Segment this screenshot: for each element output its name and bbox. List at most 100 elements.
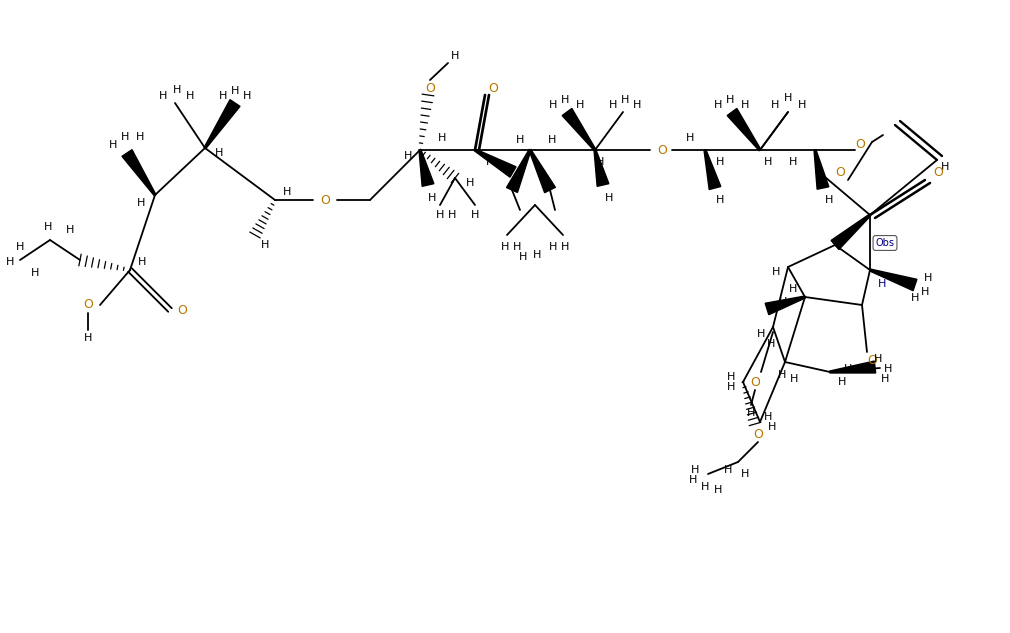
Text: H: H [519,252,527,262]
Text: H: H [771,100,779,110]
Polygon shape [507,149,531,192]
Text: H: H [874,354,882,364]
Text: H: H [798,100,806,110]
Text: H: H [109,140,117,150]
Text: H: H [727,372,735,382]
Text: H: H [740,100,749,110]
Text: H: H [884,364,892,374]
Text: H: H [561,95,570,105]
Polygon shape [475,149,516,177]
Text: O: O [83,299,93,311]
Text: O: O [835,166,845,180]
Text: Obs: Obs [876,238,895,248]
Text: H: H [878,279,886,289]
Text: H: H [159,91,168,101]
Text: H: H [881,374,889,384]
Text: H: H [219,91,227,101]
Text: H: H [714,485,722,495]
Text: H: H [789,284,797,294]
Text: O: O [867,353,877,367]
Text: O: O [658,144,667,156]
Text: H: H [31,268,39,278]
Text: H: H [43,222,53,232]
Polygon shape [704,150,721,189]
Text: H: H [548,242,558,252]
Text: H: H [596,157,604,167]
Text: H: H [501,242,509,252]
Text: H: H [66,225,74,235]
Text: H: H [768,422,777,432]
Text: H: H [173,85,181,95]
Text: H: H [547,135,557,145]
Polygon shape [831,214,871,249]
Text: H: H [716,157,724,167]
Text: H: H [215,148,223,158]
Text: H: H [843,364,852,374]
Text: H: H [825,195,833,205]
Text: H: H [686,133,694,143]
Text: O: O [933,166,943,180]
Text: H: H [261,240,270,250]
Text: H: H [724,465,732,475]
Text: H: H [136,198,145,208]
Text: H: H [621,95,629,105]
Text: H: H [548,100,558,110]
Text: H: H [726,95,734,105]
Polygon shape [766,296,805,315]
Text: H: H [471,210,479,220]
Text: H: H [137,257,146,267]
Polygon shape [727,108,761,151]
Text: H: H [533,250,541,260]
Text: H: H [450,51,460,61]
Text: O: O [177,303,187,316]
Text: H: H [561,242,570,252]
Text: H: H [16,242,24,252]
Text: H: H [689,475,697,485]
Text: H: H [186,91,194,101]
Text: H: H [633,100,641,110]
Text: H: H [778,370,786,380]
Text: H: H [513,242,521,252]
Text: H: H [767,339,776,349]
Text: H: H [772,267,780,277]
Text: H: H [231,86,239,96]
Text: H: H [784,93,792,103]
Text: O: O [320,194,330,206]
Text: H: H [435,210,444,220]
Text: O: O [425,82,435,94]
Text: H: H [727,382,735,392]
Text: H: H [486,157,494,167]
Text: H: H [779,297,787,307]
Text: O: O [750,375,760,389]
Text: H: H [84,333,92,343]
Text: H: H [135,132,144,142]
Text: H: H [466,178,474,188]
Text: O: O [488,82,498,94]
Text: H: H [609,100,617,110]
Text: H: H [790,374,798,384]
Text: H: H [6,257,14,267]
Polygon shape [594,150,609,186]
Text: O: O [855,139,865,151]
Text: H: H [764,157,773,167]
Text: H: H [605,193,613,203]
Text: H: H [516,135,524,145]
Text: O: O [753,427,763,441]
Text: H: H [576,100,584,110]
Text: H: H [746,408,755,418]
Polygon shape [870,269,917,291]
Text: H: H [437,133,446,143]
Polygon shape [122,149,156,196]
Text: H: H [764,412,773,422]
Text: H: H [716,195,724,205]
Text: H: H [404,151,412,161]
Text: H: H [714,100,722,110]
Polygon shape [419,150,434,186]
Polygon shape [830,361,876,373]
Text: H: H [740,469,749,479]
Text: H: H [283,187,291,197]
Text: H: H [428,193,436,203]
Text: H: H [121,132,129,142]
Text: H: H [242,91,251,101]
Polygon shape [204,99,240,149]
